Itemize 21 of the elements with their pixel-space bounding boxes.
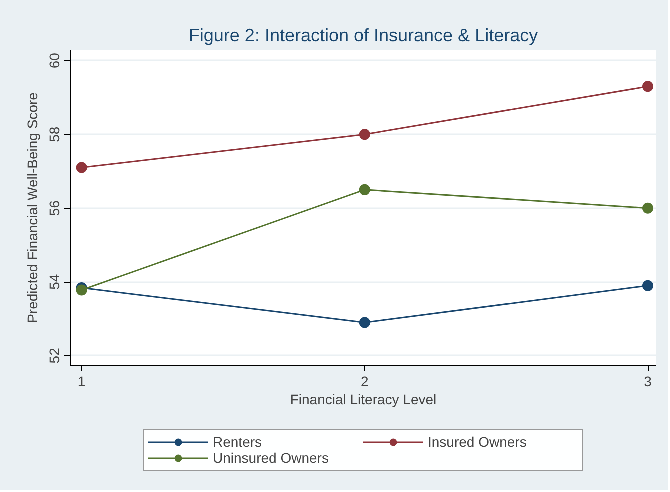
y-tick-label: 56 [46,200,62,216]
legend-label: Insured Owners [428,434,528,450]
legend-label: Renters [213,434,264,450]
y-tick-label: 54 [46,274,62,290]
x-tick-label: 1 [78,374,86,390]
y-tick-label: 60 [46,52,62,69]
point [642,202,654,214]
point [76,162,88,174]
x-tick-label: 2 [361,374,370,390]
y-axis-title: Predicted Financial Well-Being Score [24,92,40,324]
y-tick-label: 52 [46,348,62,364]
x-axis-title: Financial Literacy Level [290,392,437,408]
chart-title: Figure 2: Interaction of Insurance & Literacy [188,26,538,46]
point [642,280,654,292]
point [359,129,370,140]
x-tick-label: 3 [644,374,652,390]
legend-label: Uninsured Owners [213,450,330,466]
point [642,81,654,92]
point [359,317,370,328]
point [359,184,370,196]
y-tick-label: 58 [46,126,62,142]
